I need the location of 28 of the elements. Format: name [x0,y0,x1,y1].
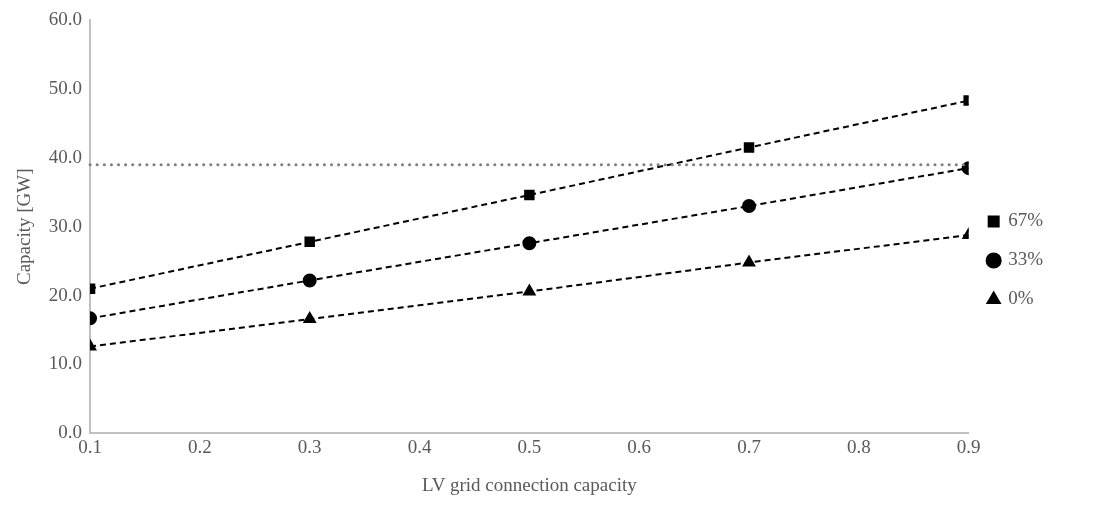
x-axis-title: LV grid connection capacity [421,473,638,495]
x-tick-label: 0.3 [297,435,322,457]
point [303,312,316,324]
y-tick-label: 50.0 [48,76,83,98]
legend-label: 67% [1008,209,1044,231]
x-tick-label: 0.8 [846,435,871,457]
y-tick-label: 60.0 [48,7,83,29]
x-tick-label: 0.7 [737,435,761,457]
y-tick-label: 30.0 [48,214,83,236]
x-tick-label: 0.6 [627,435,652,457]
legend-label: 0% [1008,287,1034,309]
point [742,255,756,267]
x-tick-label: 0.2 [188,435,212,457]
y-tick-label: 20.0 [48,283,83,305]
point [522,236,537,251]
point [302,273,317,288]
x-tick-label: 0.4 [407,435,432,457]
y-tick-label: 10.0 [48,352,83,374]
point [523,284,536,296]
x-tick-label: 0.9 [956,435,981,457]
point [304,236,315,248]
y-tick-label: 40.0 [48,145,83,167]
y-axis-title: Capacity [GW] [13,168,35,285]
point [742,199,757,214]
x-tick-label: 0.5 [517,435,542,457]
point [743,142,755,153]
legend-label: 33% [1008,248,1044,270]
point [524,189,535,201]
